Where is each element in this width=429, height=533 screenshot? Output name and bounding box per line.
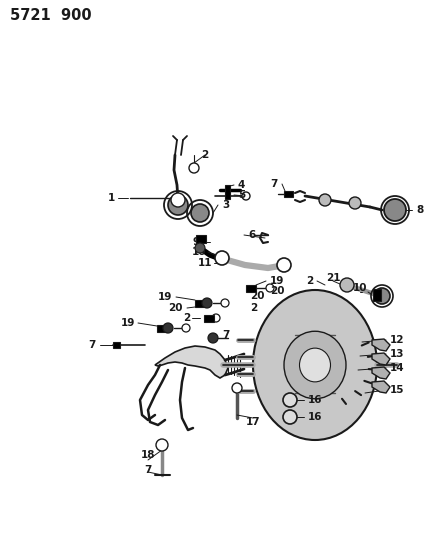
Circle shape <box>349 197 361 209</box>
Text: 7: 7 <box>223 330 230 340</box>
Circle shape <box>319 194 331 206</box>
Circle shape <box>168 195 188 215</box>
Circle shape <box>195 243 205 253</box>
Polygon shape <box>372 381 390 393</box>
Text: 2: 2 <box>183 313 190 323</box>
Text: 18: 18 <box>141 450 155 460</box>
Circle shape <box>208 333 218 343</box>
Circle shape <box>221 299 229 307</box>
Circle shape <box>156 439 168 451</box>
Circle shape <box>215 251 229 265</box>
Text: 21: 21 <box>326 273 340 283</box>
Text: 10: 10 <box>191 247 206 257</box>
Bar <box>284 191 293 197</box>
Circle shape <box>189 163 199 173</box>
Text: 20: 20 <box>270 286 284 296</box>
Polygon shape <box>372 367 390 379</box>
Text: 7: 7 <box>271 179 278 189</box>
Text: 5: 5 <box>238 190 245 200</box>
Text: 8: 8 <box>416 205 423 215</box>
Circle shape <box>232 383 242 393</box>
Bar <box>113 342 120 348</box>
Text: 19: 19 <box>270 276 284 286</box>
Bar <box>246 285 256 292</box>
Text: 16: 16 <box>308 395 323 405</box>
Polygon shape <box>155 346 228 378</box>
Ellipse shape <box>253 290 377 440</box>
Text: 9: 9 <box>193 237 200 247</box>
Text: 19: 19 <box>121 318 135 328</box>
Text: 6: 6 <box>248 230 255 240</box>
Circle shape <box>384 199 406 221</box>
Circle shape <box>374 288 390 304</box>
Circle shape <box>242 192 250 200</box>
Circle shape <box>266 284 274 292</box>
Text: 19: 19 <box>157 292 172 302</box>
Text: 20: 20 <box>250 291 265 301</box>
Text: 2: 2 <box>201 150 208 160</box>
Circle shape <box>191 204 209 222</box>
Bar <box>196 235 206 243</box>
Text: 20: 20 <box>169 303 183 313</box>
Text: 10: 10 <box>353 283 367 293</box>
Bar <box>373 289 381 301</box>
Circle shape <box>277 258 291 272</box>
Text: 15: 15 <box>390 385 405 395</box>
Polygon shape <box>372 353 390 365</box>
Circle shape <box>171 193 185 207</box>
Circle shape <box>182 324 190 332</box>
Polygon shape <box>372 339 390 351</box>
Text: 11: 11 <box>197 258 212 268</box>
Circle shape <box>283 393 297 407</box>
Text: 7: 7 <box>89 340 96 350</box>
Circle shape <box>212 314 220 322</box>
Bar <box>204 315 214 322</box>
Circle shape <box>340 278 354 292</box>
Circle shape <box>163 323 173 333</box>
Bar <box>195 300 205 307</box>
Ellipse shape <box>299 348 330 382</box>
Text: 14: 14 <box>390 363 405 373</box>
Text: 17: 17 <box>246 417 260 427</box>
Text: 5721  900: 5721 900 <box>10 8 92 23</box>
Text: 9: 9 <box>375 289 382 299</box>
Text: 12: 12 <box>390 335 405 345</box>
Circle shape <box>283 410 297 424</box>
Text: 4: 4 <box>238 180 245 190</box>
Text: 16: 16 <box>308 412 323 422</box>
Text: 3: 3 <box>222 200 229 210</box>
Bar <box>225 185 230 199</box>
Text: 7: 7 <box>144 465 152 475</box>
Text: 1: 1 <box>108 193 115 203</box>
Circle shape <box>202 298 212 308</box>
Bar <box>157 325 167 332</box>
Text: 13: 13 <box>390 349 405 359</box>
Text: 2: 2 <box>250 303 257 313</box>
Ellipse shape <box>284 331 346 399</box>
Text: 2: 2 <box>306 276 313 286</box>
